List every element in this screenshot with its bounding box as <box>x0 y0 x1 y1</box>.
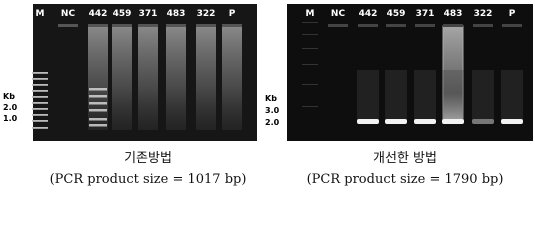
caption: 기존방법 <box>124 151 172 166</box>
caption: 개선한 방법 <box>373 151 437 166</box>
well <box>138 24 158 27</box>
glow <box>414 70 436 122</box>
band <box>472 119 494 124</box>
ladder-band <box>302 84 318 85</box>
lane-label: P <box>229 9 236 19</box>
size-label: Kb <box>265 94 277 103</box>
ladder-band <box>32 127 48 129</box>
band <box>89 95 107 98</box>
smear <box>166 26 186 130</box>
well <box>88 24 108 27</box>
size-label: 1.0 <box>3 114 18 123</box>
smear <box>138 26 158 130</box>
band <box>357 119 379 124</box>
glow <box>385 70 407 122</box>
lane-label: M <box>36 9 45 19</box>
lane-label: 459 <box>387 9 406 19</box>
lane-label: NC <box>61 9 76 19</box>
glow <box>472 70 494 122</box>
ladder-band <box>32 90 48 92</box>
well <box>222 24 242 27</box>
well <box>58 24 78 27</box>
size-label: 2.0 <box>3 103 18 112</box>
glow <box>357 70 379 122</box>
band <box>89 118 107 121</box>
well <box>112 24 132 27</box>
lane-label: 459 <box>113 9 132 19</box>
band <box>89 124 107 127</box>
well <box>328 24 348 27</box>
band <box>89 109 107 112</box>
ladder-band <box>32 72 48 74</box>
ladder-band <box>32 102 48 104</box>
smear <box>112 26 132 130</box>
ladder-band <box>302 34 318 35</box>
ladder-band <box>32 108 48 110</box>
figure: M NC 442 459 371 483 322 P Kb 2.0 1.0 기존방법 (PCR prod… <box>3 4 533 187</box>
smear <box>88 26 108 130</box>
band <box>414 119 436 124</box>
glow <box>442 70 464 122</box>
lane-label: 442 <box>359 9 378 19</box>
smear <box>222 26 242 130</box>
well <box>358 24 378 27</box>
band <box>442 119 464 124</box>
ladder-band <box>302 48 318 49</box>
size-label: 2.0 <box>265 118 280 127</box>
lane-label: M <box>306 9 315 19</box>
lane-label: 442 <box>89 9 108 19</box>
well <box>502 24 522 27</box>
well <box>386 24 406 27</box>
lane-label: P <box>509 9 516 19</box>
well <box>473 24 493 27</box>
lane-label: 371 <box>139 9 158 19</box>
band <box>385 119 407 124</box>
glow <box>501 70 523 122</box>
well <box>443 24 463 27</box>
ladder-band <box>302 106 318 107</box>
band <box>89 88 107 91</box>
band <box>89 102 107 105</box>
ladder-band <box>32 114 48 116</box>
lane-label: NC <box>331 9 346 19</box>
ladder-band <box>302 22 318 23</box>
lane-label: 371 <box>416 9 435 19</box>
band <box>501 119 523 124</box>
gel-right <box>287 4 533 141</box>
lane-label: 322 <box>474 9 493 19</box>
size-label: Kb <box>3 92 15 101</box>
subcaption: (PCR product size = 1790 bp) <box>307 172 504 187</box>
smear <box>196 26 216 130</box>
subcaption: (PCR product size = 1017 bp) <box>50 172 247 187</box>
ladder-band <box>32 84 48 86</box>
lane-label: 483 <box>444 9 463 19</box>
ladder-band <box>302 64 318 65</box>
well <box>166 24 186 27</box>
ladder-band <box>32 78 48 80</box>
lane-label: 322 <box>197 9 216 19</box>
well <box>196 24 216 27</box>
size-label: 3.0 <box>265 106 280 115</box>
lane-label: 483 <box>167 9 186 19</box>
ladder-band <box>32 96 48 98</box>
ladder-band <box>32 120 48 122</box>
well <box>415 24 435 27</box>
